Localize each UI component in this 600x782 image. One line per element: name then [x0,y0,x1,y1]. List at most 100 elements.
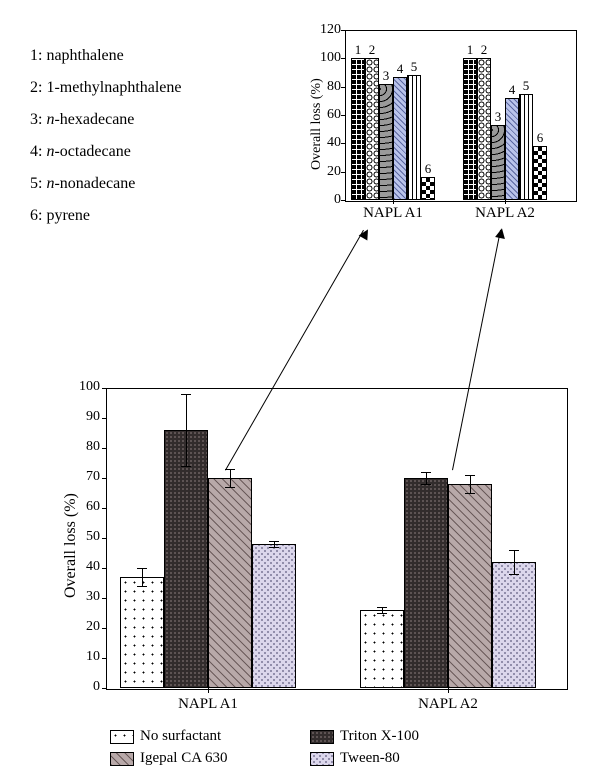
top-chart-ylabel: Overall loss (%) [309,78,325,170]
top-chart-category-label: NAPL A2 [463,205,547,222]
legend-label: Igepal CA 630 [140,750,310,767]
top-chart-bar-number: 6 [419,161,437,177]
tick-mark [102,628,106,629]
error-bar [426,472,427,484]
error-bar-cap [269,547,279,548]
error-bar-cap [421,484,431,485]
error-bar-cap [181,466,191,467]
bottom-chart-bar [404,478,448,688]
top-chart-ytick: 120 [317,22,341,38]
tick-mark [341,200,345,201]
error-bar-cap [509,574,519,575]
error-bar [514,550,515,574]
bottom-chart-category-label: NAPL A2 [360,696,536,713]
arrow-head [359,227,373,241]
bottom-chart-ytick: 10 [72,649,100,665]
compound-list-item: 3: n-hexadecane [30,104,182,136]
arrow-head [495,227,507,239]
compound-list-item: 5: n-nonadecane [30,168,182,200]
legend-swatch [110,730,134,744]
error-bar-cap [377,613,387,614]
legend: No surfactant Triton X-100 Igepal CA 630 Tw… [110,728,510,772]
compound-list-item: 1: naphthalene [30,40,182,72]
error-bar-cap [181,394,191,395]
top-chart-bar [407,75,421,200]
top-chart-bar-number: 6 [531,130,549,146]
tick-mark [102,538,106,539]
legend-row: Igepal CA 630 Tween-80 [110,750,510,772]
tick-mark [341,58,345,59]
top-chart-bar-number: 2 [363,42,381,58]
top-chart-category-label: NAPL A1 [351,205,435,222]
top-chart-bar [519,94,533,200]
bottom-chart-bar [120,577,164,688]
top-chart-bar-number: 2 [475,42,493,58]
error-bar [470,475,471,493]
tick-mark [341,115,345,116]
bottom-chart-ylabel: Overall loss (%) [62,493,80,598]
bottom-chart-ytick: 20 [72,619,100,635]
error-bar [230,469,231,487]
tick-mark [102,658,106,659]
bottom-chart-bar [164,430,208,688]
error-bar-cap [465,475,475,476]
error-bar-cap [465,493,475,494]
error-bar [142,568,143,586]
top-chart-bar [393,77,407,200]
tick-mark [102,448,106,449]
top-chart-ytick: 0 [317,192,341,208]
bottom-chart-ytick: 70 [72,469,100,485]
tick-mark [102,568,106,569]
top-chart-bar-number: 5 [517,78,535,94]
top-chart-bar [491,125,505,200]
error-bar-cap [377,607,387,608]
top-chart-bar [477,58,491,200]
compound-list-item: 4: n-octadecane [30,136,182,168]
tick-mark [102,598,106,599]
tick-mark [102,508,106,509]
top-chart-bar [505,98,519,200]
legend-row: No surfactant Triton X-100 [110,728,510,750]
bottom-chart-ytick: 90 [72,409,100,425]
tick-mark [393,200,394,204]
bottom-chart-category-label: NAPL A1 [120,696,296,713]
tick-mark [505,200,506,204]
error-bar-cap [137,586,147,587]
tick-mark [341,143,345,144]
tick-mark [102,688,106,689]
legend-swatch [110,752,134,766]
tick-mark [341,87,345,88]
bottom-chart-bar [492,562,536,688]
bottom-chart-ytick: 80 [72,439,100,455]
error-bar-cap [509,550,519,551]
error-bar-cap [137,568,147,569]
top-chart-bar [379,84,393,200]
top-chart-bar-number: 5 [405,59,423,75]
legend-label: Triton X-100 [340,728,510,745]
top-chart-bar [533,146,547,200]
error-bar-cap [421,472,431,473]
tick-mark [341,172,345,173]
compound-list: 1: naphthalene2: 1-methylnaphthalene3: n… [30,40,182,232]
compound-list-item: 2: 1-methylnaphthalene [30,72,182,104]
compound-list-item: 6: pyrene [30,200,182,232]
legend-swatch [310,730,334,744]
legend-label: Tween-80 [340,750,510,767]
error-bar-cap [225,487,235,488]
bottom-chart-ytick: 0 [72,679,100,695]
top-chart-bar [421,177,435,200]
error-bar [186,394,187,466]
tick-mark [448,688,449,693]
tick-mark [208,688,209,693]
tick-mark [102,388,106,389]
top-chart-bar [463,58,477,200]
bottom-chart-bar [360,610,404,688]
bottom-chart-bar [448,484,492,688]
top-chart-ytick: 100 [317,50,341,66]
legend-swatch [310,752,334,766]
top-chart-bar [351,58,365,200]
legend-label: No surfactant [140,728,310,745]
bottom-chart-ytick: 100 [72,379,100,395]
tick-mark [341,30,345,31]
bottom-chart-bar [252,544,296,688]
